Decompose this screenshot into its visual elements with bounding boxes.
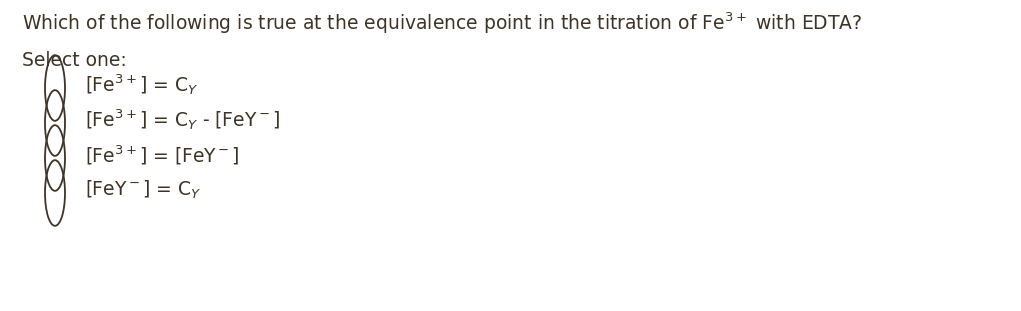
Text: Which of the following is true at the equivalence point in the titration of Fe$^: Which of the following is true at the eq… (22, 11, 863, 36)
Text: Select one:: Select one: (22, 51, 127, 70)
Text: [FeY$^-$] = C$_Y$: [FeY$^-$] = C$_Y$ (85, 179, 202, 201)
Text: [Fe$^{3+}$] = C$_Y$: [Fe$^{3+}$] = C$_Y$ (85, 72, 198, 97)
Text: [Fe$^{3+}$] = C$_Y$ - [FeY$^-$]: [Fe$^{3+}$] = C$_Y$ - [FeY$^-$] (85, 108, 281, 132)
Text: [Fe$^{3+}$] = [FeY$^-$]: [Fe$^{3+}$] = [FeY$^-$] (85, 143, 240, 167)
